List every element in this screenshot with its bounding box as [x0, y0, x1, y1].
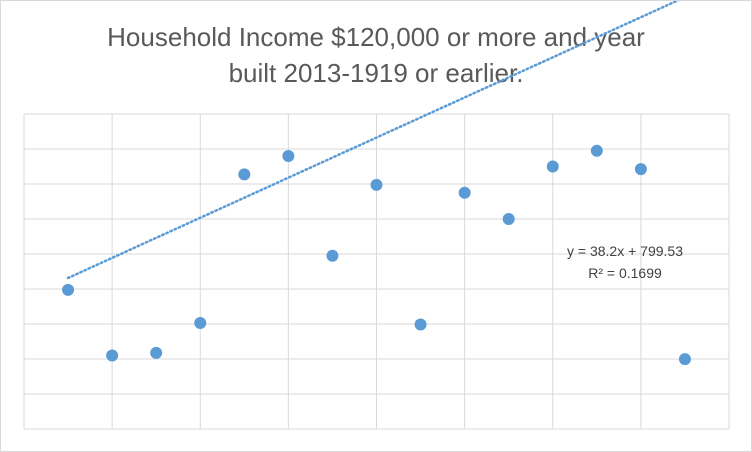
chart-title-line-2: built 2013-1919 or earlier. [228, 58, 524, 88]
data-point [502, 213, 515, 225]
data-point [546, 160, 559, 173]
data-point [62, 283, 75, 296]
chart-title-line-1: Household Income $120,000 or more and ye… [107, 22, 645, 52]
data-point [106, 349, 119, 362]
data-point [282, 150, 295, 162]
data-point [326, 249, 339, 262]
gridlines [23, 113, 730, 430]
data-point [414, 318, 427, 331]
data-points [62, 144, 691, 366]
data-point [194, 316, 207, 329]
data-point [238, 168, 251, 181]
data-point [370, 178, 383, 191]
data-point [150, 346, 163, 359]
data-point [678, 353, 691, 366]
data-point [634, 163, 647, 176]
data-point [590, 144, 603, 157]
data-point [458, 186, 471, 199]
chart-title: Household Income $120,000 or more and ye… [1, 19, 751, 91]
trendline [66, 1, 680, 280]
trendline-layer [66, 1, 680, 280]
trendline-equation: y = 38.2x + 799.53 [567, 243, 683, 259]
trendline-r-squared: R² = 0.1699 [588, 265, 662, 281]
